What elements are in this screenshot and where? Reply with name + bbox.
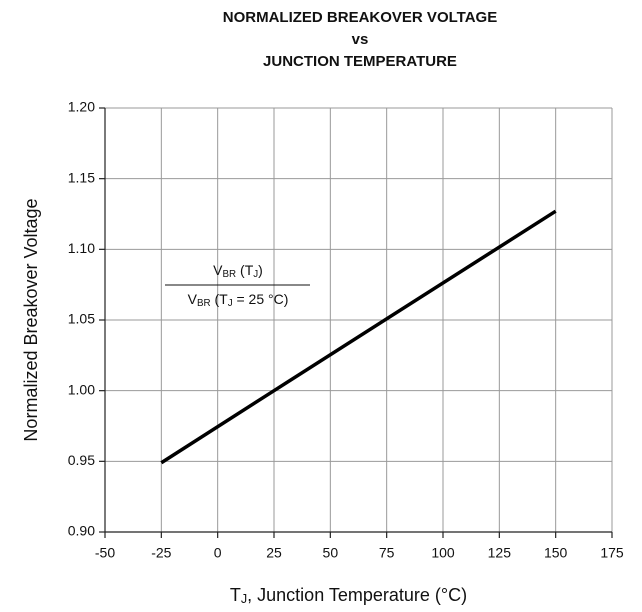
text-part: V (188, 291, 198, 307)
text-part: , Junction Temperature (°C) (247, 585, 467, 605)
x-tick-label: 50 (323, 545, 339, 561)
chart-title: JUNCTION TEMPERATURE (263, 53, 457, 70)
x-tick-label: 125 (488, 545, 512, 561)
y-axis-label: Normalized Breakover Voltage (21, 198, 41, 441)
subscript: BR (197, 298, 211, 309)
x-tick-label: 175 (600, 545, 624, 561)
subscript: J (241, 592, 247, 606)
x-tick-label: 25 (266, 545, 282, 561)
y-tick-label: 1.10 (68, 240, 95, 256)
y-tick-label: 1.20 (68, 99, 95, 115)
x-tick-label: -25 (151, 545, 171, 561)
x-axis-label: TJ, Junction Temperature (°C) (230, 585, 467, 606)
y-tick-label: 1.05 (68, 311, 95, 327)
x-tick-label: 75 (379, 545, 395, 561)
y-tick-label: 0.95 (68, 452, 95, 468)
text-part: = 25 °C) (233, 291, 289, 307)
chart-title: vs (352, 31, 369, 48)
annotation-numerator: VBR (TJ) (213, 262, 263, 280)
chart-title: NORMALIZED BREAKOVER VOLTAGE (223, 9, 497, 26)
data-line (160, 209, 557, 465)
text-part: (T (236, 262, 254, 278)
text-part: (T (211, 291, 229, 307)
y-tick-label: 1.00 (68, 381, 95, 397)
text-part: V (213, 262, 223, 278)
text-part: T (230, 585, 241, 605)
subscript: BR (223, 269, 237, 280)
subscript: J (253, 269, 258, 280)
x-tick-label: 100 (431, 545, 455, 561)
x-tick-label: 0 (214, 545, 222, 561)
x-tick-label: 150 (544, 545, 568, 561)
y-tick-label: 1.15 (68, 169, 95, 185)
y-tick-label: 0.90 (68, 523, 95, 539)
text-part: ) (258, 262, 263, 278)
subscript: J (228, 298, 233, 309)
annotation-denominator: VBR (TJ = 25 °C) (188, 291, 289, 309)
x-tick-label: -50 (95, 545, 115, 561)
